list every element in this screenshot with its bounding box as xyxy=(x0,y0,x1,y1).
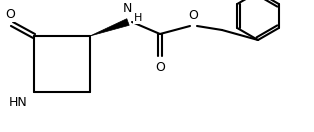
Text: O: O xyxy=(5,8,15,21)
Text: N: N xyxy=(122,2,132,15)
Polygon shape xyxy=(90,19,129,36)
Text: O: O xyxy=(188,9,198,22)
Text: O: O xyxy=(155,61,165,74)
Text: HN: HN xyxy=(9,96,28,109)
Text: H: H xyxy=(134,13,142,23)
